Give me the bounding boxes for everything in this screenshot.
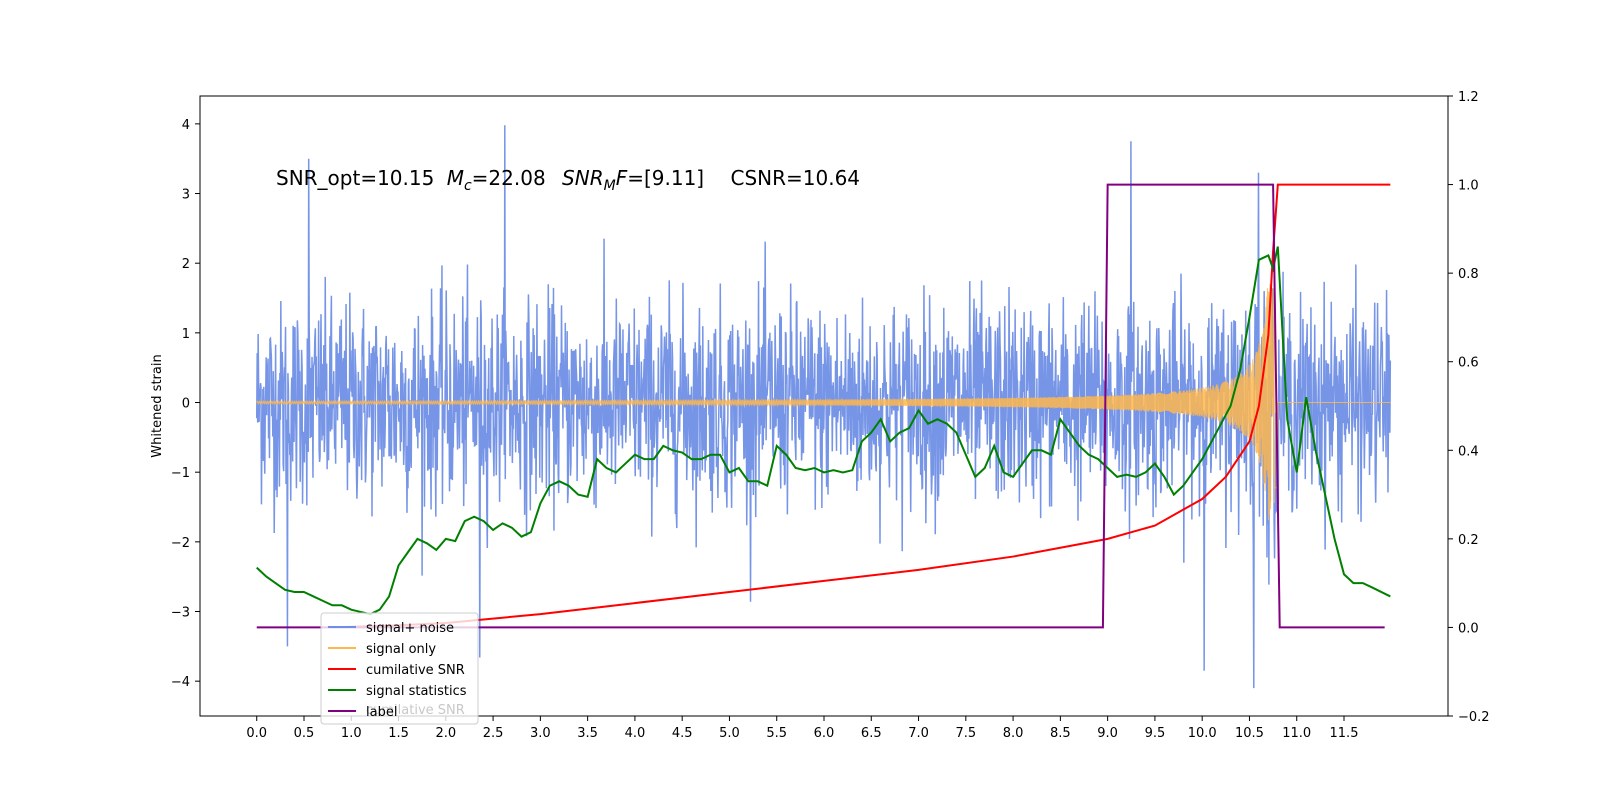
x-tick-label: 5.5 bbox=[766, 726, 787, 741]
legend-label: signal only bbox=[366, 642, 436, 657]
series-signal-only bbox=[256, 284, 1391, 521]
x-tick-label: 2.0 bbox=[435, 726, 456, 741]
annotation-snrmf-tail: F bbox=[616, 166, 628, 190]
legend-label: signal statistics bbox=[366, 684, 467, 699]
y-tick-label: 2 bbox=[182, 257, 190, 272]
y2-tick-label: 0.2 bbox=[1458, 533, 1479, 548]
x-tick-label: 1.0 bbox=[341, 726, 362, 741]
annotation-snrmf-symbol: SNR bbox=[562, 166, 604, 190]
series-signal-statistics bbox=[256, 246, 1391, 616]
y2-tick-label: −0.2 bbox=[1458, 710, 1490, 725]
annotation-text: SNR_opt=10.15 Mc=22.08 SNRMF=[9.11] CSNR… bbox=[276, 166, 860, 194]
y-tick-label: −4 bbox=[171, 675, 190, 690]
legend-box bbox=[320, 612, 479, 725]
x-tick-label: 4.5 bbox=[672, 726, 693, 741]
x-tick-label: 3.0 bbox=[530, 726, 551, 741]
y-axis-label: Whitened strain bbox=[150, 354, 165, 457]
x-tick-label: 10.5 bbox=[1235, 726, 1264, 741]
y-tick-label: −1 bbox=[171, 466, 190, 481]
x-tick-label: 7.0 bbox=[908, 726, 929, 741]
y2-tick-label: 0.0 bbox=[1458, 621, 1479, 636]
y2-tick-label: 0.8 bbox=[1458, 267, 1479, 282]
series-label bbox=[256, 183, 1385, 629]
x-tick-label: 8.5 bbox=[1050, 726, 1071, 741]
y-tick-label: −3 bbox=[171, 606, 190, 621]
x-tick-label: 6.0 bbox=[814, 726, 835, 741]
legend-label: cumilative SNR bbox=[366, 663, 465, 678]
x-tick-label: 7.5 bbox=[955, 726, 976, 741]
x-tick-label: 1.5 bbox=[388, 726, 409, 741]
legend: cumilative SNR signal+ noise signal only c… bbox=[320, 612, 479, 725]
series-cumilative-snr bbox=[332, 183, 1391, 629]
annotation-snrmf-sub: M bbox=[604, 178, 616, 194]
x-tick-label: 10.0 bbox=[1188, 726, 1217, 741]
annotation-mc-sub: c bbox=[464, 178, 472, 194]
x-tick-label: 11.0 bbox=[1282, 726, 1311, 741]
y2-tick-label: 1.2 bbox=[1458, 90, 1479, 105]
x-tick-label: 3.5 bbox=[577, 726, 598, 741]
x-tick-label: 0.0 bbox=[246, 726, 267, 741]
x-tick-label: 11.5 bbox=[1330, 726, 1359, 741]
legend-label: label bbox=[366, 705, 397, 720]
series-layer bbox=[255, 125, 1392, 689]
y2-tick-label: 1.0 bbox=[1458, 179, 1479, 194]
y-axis-right: −0.2 0.0 0.2 0.4 0.6 0.8 1.0 1.2 bbox=[1448, 90, 1490, 725]
legend-label: signal+ noise bbox=[366, 621, 454, 636]
x-tick-label: 6.5 bbox=[861, 726, 882, 741]
y-tick-label: 3 bbox=[182, 188, 190, 203]
annotation-mc-symbol: M bbox=[447, 166, 464, 190]
series-signal-plus-noise bbox=[255, 125, 1392, 689]
legend-overlap-text: cumilative SNR bbox=[366, 703, 465, 718]
annotation-snrmf-value: =[9.11] bbox=[627, 166, 704, 190]
y-tick-label: 0 bbox=[182, 397, 190, 412]
x-tick-label: 5.0 bbox=[719, 726, 740, 741]
y-tick-label: 4 bbox=[182, 118, 190, 133]
y-tick-label: −2 bbox=[171, 536, 190, 551]
x-tick-label: 4.0 bbox=[625, 726, 646, 741]
y-tick-label: 1 bbox=[182, 327, 190, 342]
x-tick-label: 9.5 bbox=[1145, 726, 1166, 741]
x-axis: 0.0 0.5 1.0 1.5 2.0 2.5 3.0 3.5 4.0 4.5 5.0 5.5 6.0 6… bbox=[246, 716, 1358, 741]
y-axis-left: −4 −3 −2 −1 0 1 2 3 4 bbox=[171, 118, 200, 690]
x-tick-label: 2.5 bbox=[483, 726, 504, 741]
y2-tick-label: 0.4 bbox=[1458, 444, 1479, 459]
x-tick-label: 0.5 bbox=[294, 726, 315, 741]
x-tick-label: 9.0 bbox=[1097, 726, 1118, 741]
x-tick-label: 8.0 bbox=[1003, 726, 1024, 741]
annotation-csnr: CSNR=10.64 bbox=[730, 166, 860, 190]
y2-tick-label: 0.6 bbox=[1458, 356, 1479, 371]
annotation-snr-opt: SNR_opt=10.15 bbox=[276, 166, 434, 190]
annotation-mc-value: =22.08 bbox=[472, 166, 546, 190]
